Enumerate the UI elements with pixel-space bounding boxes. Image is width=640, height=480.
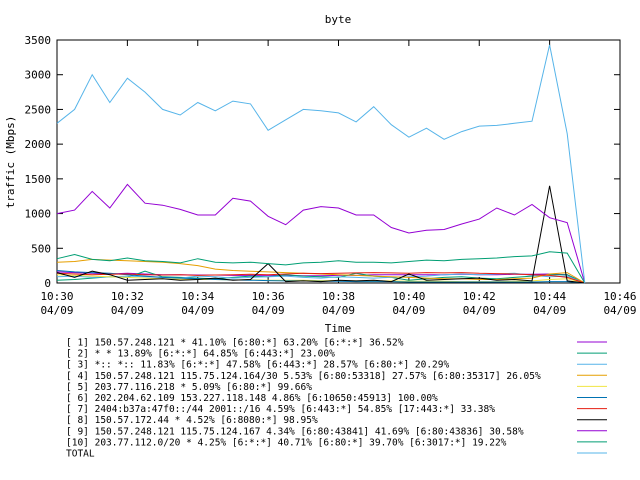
x-tick-label-date: 04/09 bbox=[181, 304, 214, 317]
y-axis-label: traffic (Mbps) bbox=[4, 116, 17, 209]
series-line-2 bbox=[56, 270, 586, 284]
series-line-10 bbox=[56, 251, 586, 284]
y-tick-label: 500 bbox=[31, 242, 51, 255]
legend-label: [ 8] 150.57.172.44 * 4.52% [6:8080:*] 98… bbox=[66, 415, 318, 426]
series-line-8 bbox=[56, 185, 585, 284]
legend-label: [ 7] 2404:b37a:47f0::/44 2001::/16 4.59%… bbox=[66, 404, 495, 415]
x-tick-label-time: 10:34 bbox=[181, 290, 214, 303]
plot-area bbox=[56, 39, 621, 284]
y-tick-label: 2000 bbox=[25, 138, 52, 151]
x-tick-label-time: 10:38 bbox=[322, 290, 355, 303]
x-tick-label-time: 10:44 bbox=[533, 290, 566, 303]
y-tick-label: 1000 bbox=[25, 208, 52, 221]
legend-label: [ 3] *:: *:: 11.83% [6:*:*] 47.58% [6:44… bbox=[66, 360, 449, 371]
x-axis-ticks: 10:3004/0910:3204/0910:3404/0910:3604/09… bbox=[40, 40, 637, 317]
legend-label: [ 9] 150.57.248.121 115.75.124.167 4.34%… bbox=[66, 426, 524, 437]
x-tick-label-date: 04/09 bbox=[392, 304, 425, 317]
legend-label: [ 5] 203.77.116.218 * 5.09% [6:80:*] 99.… bbox=[66, 382, 312, 393]
x-tick-label-time: 10:36 bbox=[252, 290, 285, 303]
series-line-9 bbox=[56, 183, 586, 284]
y-tick-label: 2500 bbox=[25, 103, 52, 116]
y-tick-label: 3500 bbox=[25, 34, 52, 47]
x-tick-label-time: 10:42 bbox=[463, 290, 496, 303]
x-tick-label-date: 04/09 bbox=[533, 304, 566, 317]
series-line-11 bbox=[56, 44, 586, 284]
legend-label: [10] 203.77.112.0/20 * 4.25% [6:*:*] 40.… bbox=[66, 437, 507, 448]
y-tick-label: 1500 bbox=[25, 173, 52, 186]
y-tick-label: 0 bbox=[44, 277, 51, 290]
series-line-7 bbox=[56, 272, 585, 284]
x-axis-label: Time bbox=[325, 322, 352, 335]
x-tick-label-time: 10:40 bbox=[392, 290, 425, 303]
chart-title: byte bbox=[325, 13, 352, 26]
series-line-1 bbox=[56, 271, 586, 284]
legend-label: [ 4] 150.57.248.121 115.75.124.164/30 5.… bbox=[66, 371, 541, 382]
legend: [ 1] 150.57.248.121 * 41.10% [6:80:*] 63… bbox=[66, 338, 607, 460]
x-tick-label-date: 04/09 bbox=[322, 304, 355, 317]
y-tick-label: 3000 bbox=[25, 69, 52, 82]
x-tick-label-time: 10:32 bbox=[111, 290, 144, 303]
x-tick-label-date: 04/09 bbox=[252, 304, 285, 317]
x-tick-label-time: 10:30 bbox=[40, 290, 73, 303]
legend-label: [ 1] 150.57.248.121 * 41.10% [6:80:*] 63… bbox=[66, 338, 404, 349]
x-tick-label-time: 10:46 bbox=[603, 290, 636, 303]
legend-label: TOTAL bbox=[66, 449, 95, 460]
x-tick-label-date: 04/09 bbox=[603, 304, 636, 317]
legend-label: [ 2] * * 13.89% [6:*:*] 64.85% [6:443:*]… bbox=[66, 349, 335, 360]
x-tick-label-date: 04/09 bbox=[111, 304, 144, 317]
legend-label: [ 6] 202.204.62.109 153.227.118.148 4.86… bbox=[66, 393, 438, 404]
x-tick-label-date: 04/09 bbox=[463, 304, 496, 317]
series-lines bbox=[56, 44, 586, 284]
x-tick-label-date: 04/09 bbox=[40, 304, 73, 317]
y-axis-ticks: 0 500 1000 1500 2000 2500 3000 3500 bbox=[25, 34, 620, 290]
